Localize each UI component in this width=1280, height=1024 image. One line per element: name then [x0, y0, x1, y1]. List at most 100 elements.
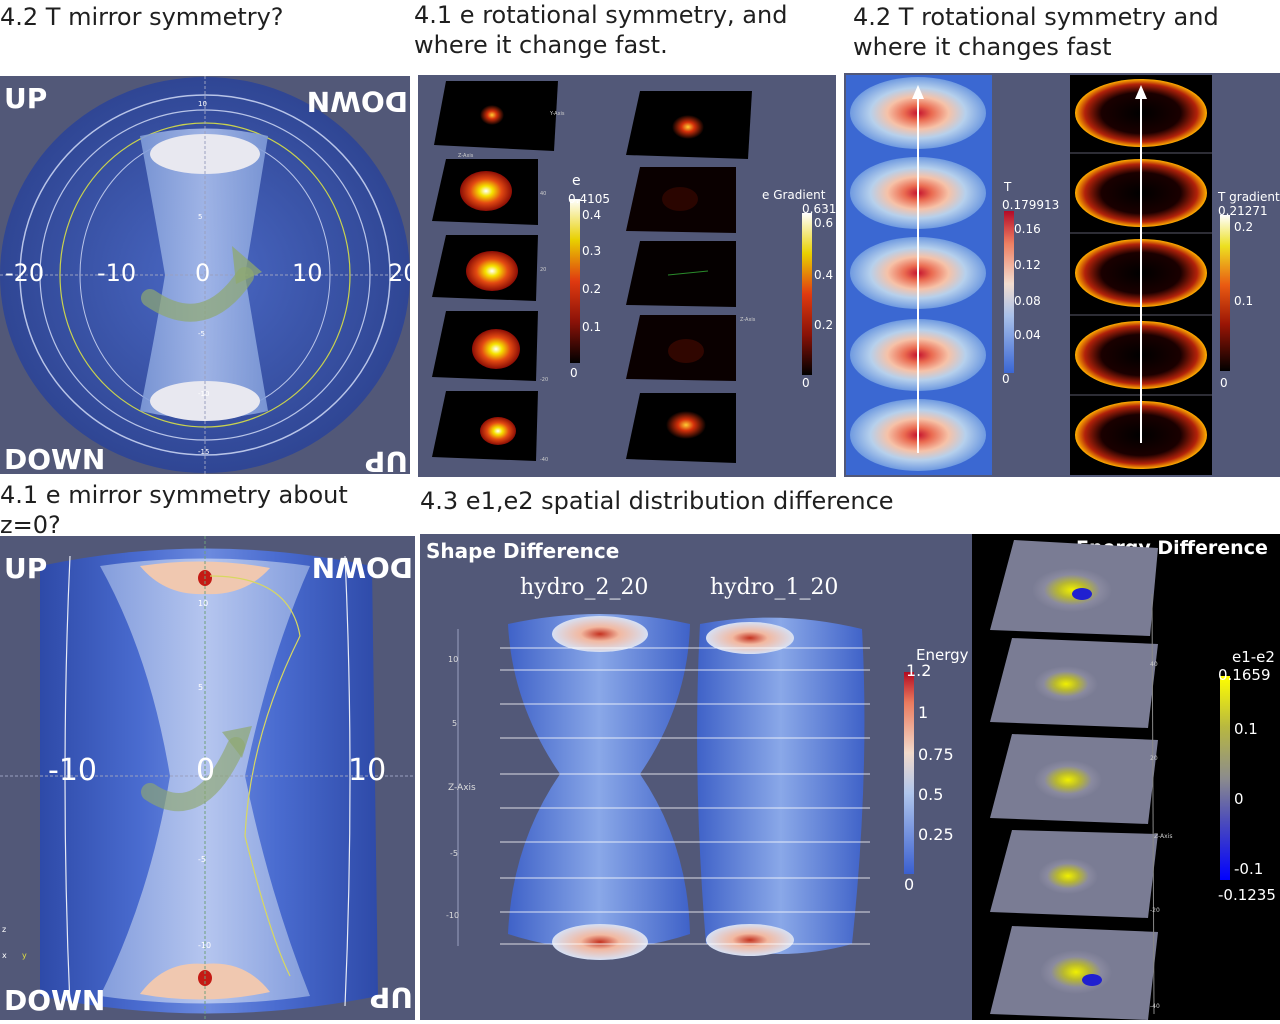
energy-legend-tick: 0 — [904, 875, 914, 894]
energy-colorbar-gradient — [904, 672, 914, 874]
e-legend-tick: 0.2 — [582, 282, 601, 296]
corner-label-down: DOWN — [4, 443, 105, 474]
label-hydro-1-20: hydro_1_20 — [710, 575, 838, 600]
energy-diff-slices: 40 20 Z-Axis -20 -40 — [990, 540, 1173, 1020]
t-legend-title: T — [1003, 180, 1012, 194]
z-tick: 5 — [452, 719, 457, 728]
diff-slice-tick: 20 — [1150, 755, 1158, 762]
t-grad-legend-tick: 0 — [1220, 376, 1228, 390]
z-tick-label: -10 — [198, 390, 209, 398]
energy-difference-panel: Energy Difference 40 20 Z-Axis -20 -40 e… — [972, 534, 1280, 1020]
heading-t-rotational: 4.2 T rotational symmetry and where it c… — [853, 3, 1219, 61]
diff-legend-title: e1-e2 — [1232, 648, 1275, 666]
e-slice-blob — [466, 251, 518, 291]
diff-slice-tick: -40 — [1150, 1003, 1160, 1010]
z-tick-label: -5 — [198, 855, 206, 864]
e1-e2-colorbar-gradient — [1220, 676, 1230, 880]
t-axis-arrowhead — [912, 85, 924, 99]
axis-triad-letter: y — [22, 951, 27, 960]
z-tick: -10 — [446, 911, 459, 920]
shape-difference-render: Shape Difference hydro_2_20 hydro_1_20 Z… — [420, 534, 972, 1020]
t-legend-tick: 0 — [1002, 372, 1010, 386]
e-rotational-render: Y-Axis Z-Axis 40 20 -20 -40 e 0.4105 0.4… — [418, 75, 836, 477]
diff-legend-tick: 0.1 — [1234, 720, 1258, 738]
x-tick-label: 0 — [196, 753, 215, 788]
e1-e2-colorbar: e1-e2 0.1659 0.1 0 -0.1 -0.1235 — [1218, 648, 1276, 904]
grad-slice-blob — [672, 115, 704, 139]
hydro-1-20-bottom-hotspot — [706, 924, 794, 956]
x-tick-label: -10 — [97, 259, 136, 287]
e-mirror-render: -10 0 10 10 5 -5 -10 z x y UP DOWN DOWN … — [0, 536, 415, 1020]
x-tick-label: 10 — [292, 259, 323, 287]
shape-difference-title: Shape Difference — [426, 539, 619, 563]
t-gradient-colorbar: T gradient 0.21271 0.2 0.1 0 — [1217, 190, 1280, 390]
e-rotational-panel: Y-Axis Z-Axis 40 20 -20 -40 e 0.4105 0.4… — [418, 75, 836, 477]
heading-e-rotational: 4.1 e rotational symmetry, and where it … — [414, 1, 788, 59]
slice-tick: 40 — [540, 191, 546, 197]
x-tick-label: -20 — [5, 259, 44, 287]
t-grad-legend-max: 0.21271 — [1218, 204, 1268, 218]
x-tick-label: -10 — [48, 753, 97, 788]
hydro-1-20-shape — [697, 617, 865, 954]
grad-legend-tick: 0.2 — [814, 318, 833, 332]
slice-lines — [500, 647, 870, 945]
hydro-2-20-shape — [508, 614, 690, 949]
diff-slice-tick: 40 — [1150, 661, 1158, 668]
e-legend-title: e — [572, 173, 581, 189]
contour-line — [64, 555, 71, 1007]
diff-axis — [1151, 593, 1155, 1015]
grad-legend-tick: 0.4 — [814, 268, 833, 282]
axis-triad-letter: x — [2, 951, 7, 960]
z-tick-label: 10 — [198, 100, 207, 108]
hourglass-volume — [140, 128, 268, 419]
t-legend-tick: 0.08 — [1014, 294, 1041, 308]
axis-triad-letter: z — [2, 925, 6, 934]
t-grad-legend-tick: 0.1 — [1234, 294, 1253, 308]
hydro-2-20-bottom-hotspot — [552, 924, 648, 960]
diff-legend-tick: 0 — [1234, 790, 1244, 808]
t-rotational-panel: T 0.179913 0.16 0.12 0.08 0.04 0 T grad — [844, 73, 1280, 477]
diff-legend-tick: -0.1 — [1234, 860, 1263, 878]
corner-label-down-flipped: DOWN — [312, 551, 413, 584]
diff-blob-negative — [1082, 974, 1102, 986]
e-gradient-colorbar: e Gradient 0.631 0.6 0.4 0.2 0 — [762, 188, 836, 390]
t-gradient-colorbar-gradient — [1220, 215, 1230, 371]
t-legend-tick: 0.04 — [1014, 328, 1041, 342]
z-tick-label: 5 — [198, 213, 202, 221]
heading-t-mirror: 4.2 T mirror symmetry? — [0, 3, 284, 31]
z-tick: 10 — [448, 655, 458, 664]
energy-legend-title: Energy — [916, 646, 969, 664]
diff-blob — [1034, 760, 1102, 800]
rotation-arrowhead — [222, 726, 252, 758]
z-tick-label: 5 — [198, 683, 203, 692]
t-colorbar: T 0.179913 0.16 0.12 0.08 0.04 0 — [1002, 180, 1059, 386]
grad-slice-blob — [666, 411, 706, 439]
hydro-2-20-top-hotspot — [552, 616, 648, 652]
label-hydro-2-20: hydro_2_20 — [520, 575, 648, 600]
t-rotational-render: T 0.179913 0.16 0.12 0.08 0.04 0 T grad — [844, 73, 1280, 477]
z-axis-label: Z-Axis — [448, 783, 476, 793]
diff-blob — [1032, 568, 1112, 612]
t-gradient-slices — [1070, 79, 1212, 469]
energy-legend-tick: 0.25 — [918, 825, 954, 844]
diff-axis-label: Z-Axis — [1154, 833, 1173, 840]
diff-blob — [1038, 858, 1098, 894]
energy-legend-tick: 0.75 — [918, 745, 954, 764]
e-legend-tick: 0.4 — [582, 208, 601, 222]
energy-legend-tick: 0.5 — [918, 785, 943, 804]
diff-blob — [1034, 666, 1098, 702]
e-slice-blob — [480, 105, 504, 125]
grad-legend-title: e Gradient — [762, 188, 826, 202]
diff-blob-negative — [1072, 588, 1092, 600]
grad-slice-blob — [662, 187, 698, 211]
corner-label-down: DOWN — [4, 984, 105, 1017]
grad-axis — [667, 270, 709, 276]
e-gradient-slices: Z-Axis — [626, 91, 756, 463]
z-tick: -5 — [450, 849, 458, 858]
slice-tick: -20 — [540, 377, 548, 383]
corner-label-down-flipped: DOWN — [307, 85, 408, 118]
e-legend-tick: 0 — [570, 366, 578, 380]
hydro-1-20-top-hotspot — [706, 622, 794, 654]
energy-difference-render: Energy Difference 40 20 Z-Axis -20 -40 e… — [972, 534, 1280, 1020]
heading-e1e2-difference: 4.3 e1,e2 spatial distribution differenc… — [420, 487, 894, 515]
